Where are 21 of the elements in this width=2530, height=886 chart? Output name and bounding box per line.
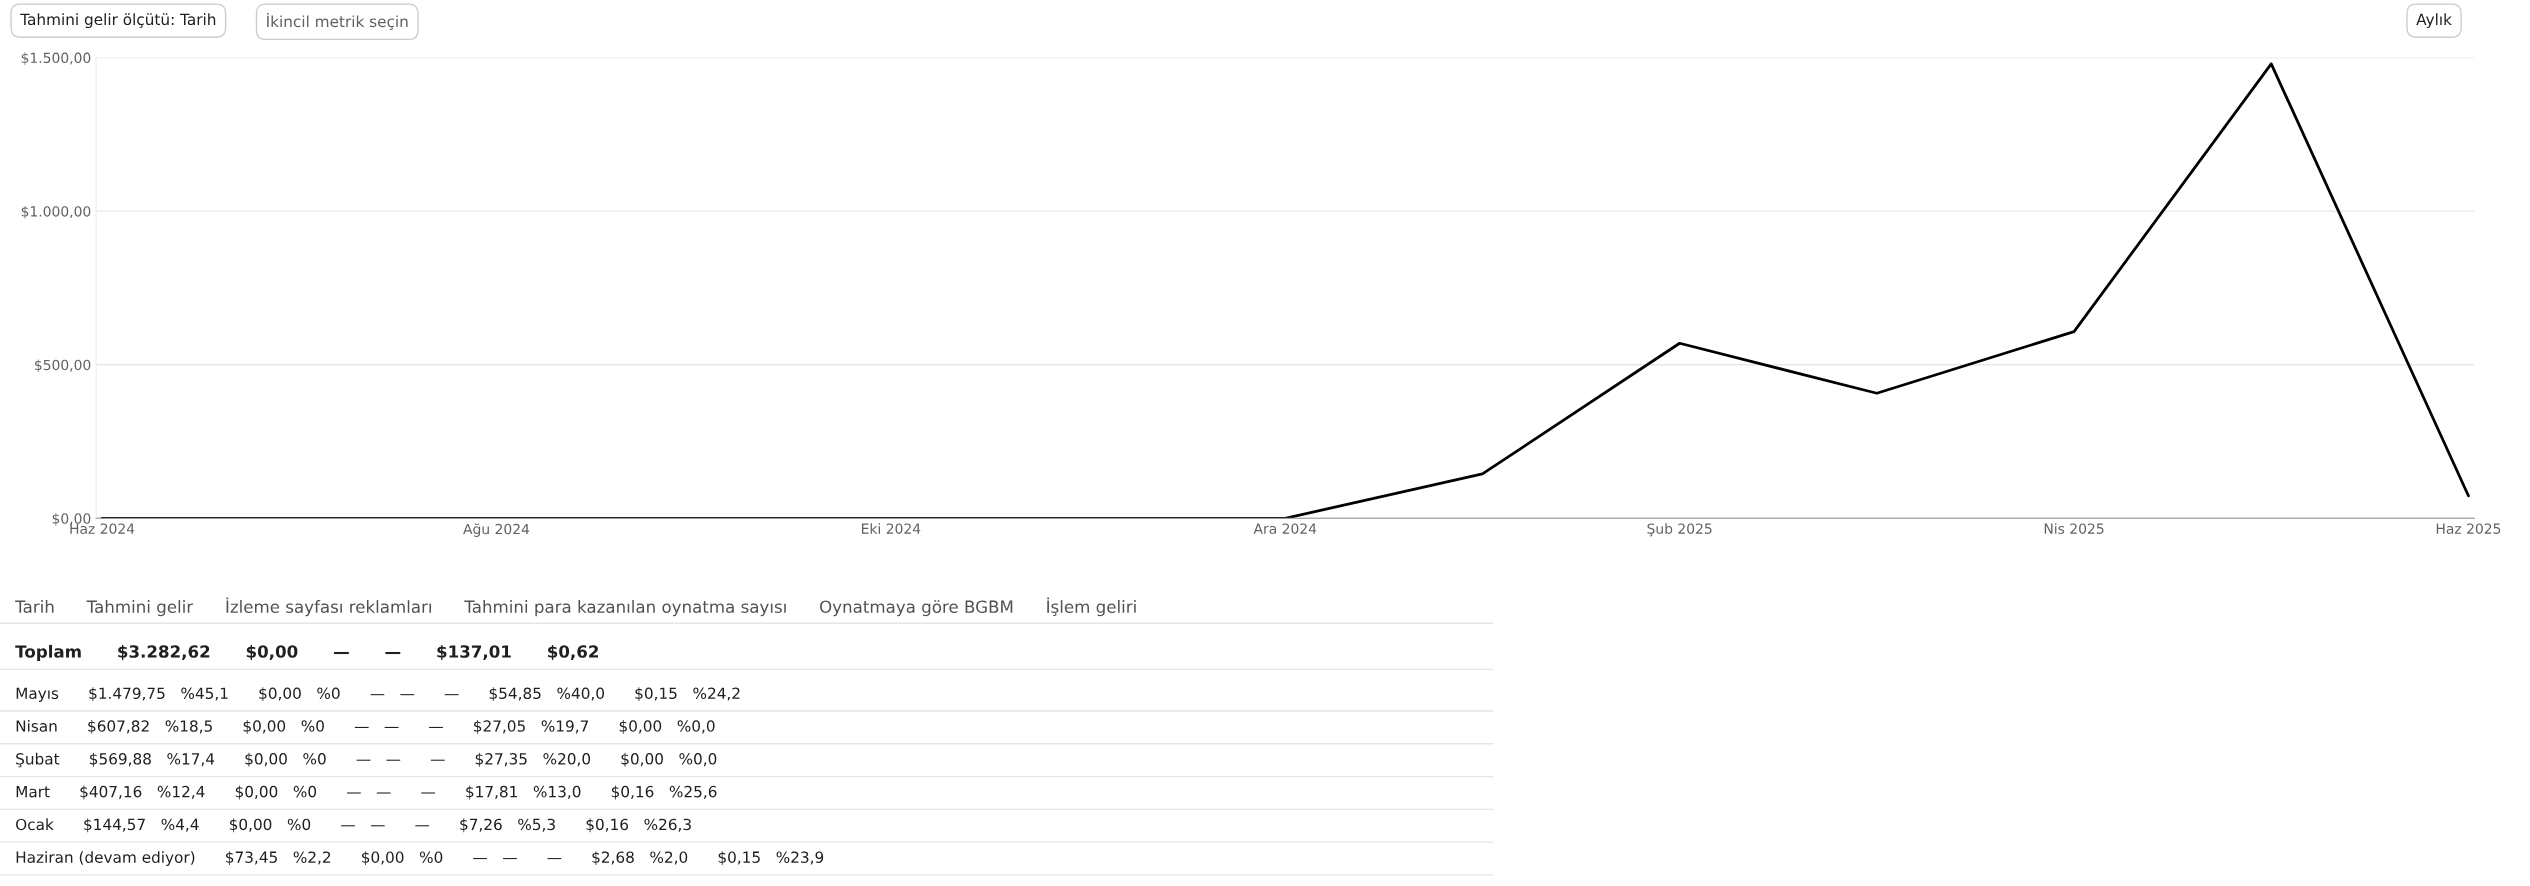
- y-tick-label: $1.500,00: [21, 52, 91, 65]
- x-tick-label: Ara 2024: [1253, 523, 1317, 534]
- x-tick-label: Haz 2025: [2436, 523, 2501, 534]
- text: Mart $407,16 %12,4 $0,00 %0 — — — $17,81 %13,0 $0,16 %25,6: [16, 785, 717, 800]
- text: Nisan $607,82 %18,5 $0,00 %0 — — — $27,05 %19,7 $0,00 %0,0: [16, 720, 715, 734]
- x-tick-label: Nis 2025: [2044, 523, 2104, 534]
- text: Tahmini gelir ölçütü: Tarih: [20, 13, 216, 29]
- x-tick-label: Ağu 2024: [463, 523, 530, 537]
- text: Mayıs $1.479,75 %45,1 $0,00 %0 — — — $54,85 %40,0 $0,15 %24,2: [16, 687, 740, 703]
- text: Tarih Tahmini gelir İzleme sayfası reklamları Tahmini para kazanılan oynatma sayısı Oynatmaya göre BGBM İşlem geliri: [15, 597, 1136, 617]
- text: Toplam $3.282,62 $0,00 — — $137,01 $0,62: [15, 644, 599, 662]
- text: Şubat $569,88 %17,4 $0,00 %0 — — — $27,35 %20,0 $0,00 %0,0: [16, 752, 717, 768]
- y-tick-label: $1.000,00: [21, 205, 91, 219]
- text: Ocak $144,57 %4,4 $0,00 %0 — — — $7,26 %5,3 $0,16 %26,3: [16, 818, 691, 833]
- y-tick-label: $500,00: [35, 359, 91, 373]
- line-series: [100, 62, 2470, 519]
- x-tick-label: Şub 2025: [1647, 523, 1712, 537]
- text: Aylık: [2416, 13, 2452, 29]
- text: İkincil metrik seçin: [267, 13, 408, 30]
- x-tick-label: Eki 2024: [861, 523, 921, 534]
- text: Haziran (devam ediyor) $73,45 %2,2 $0,00 %0 — — — $2,68 %2,0 $0,15 %23,9: [16, 851, 824, 866]
